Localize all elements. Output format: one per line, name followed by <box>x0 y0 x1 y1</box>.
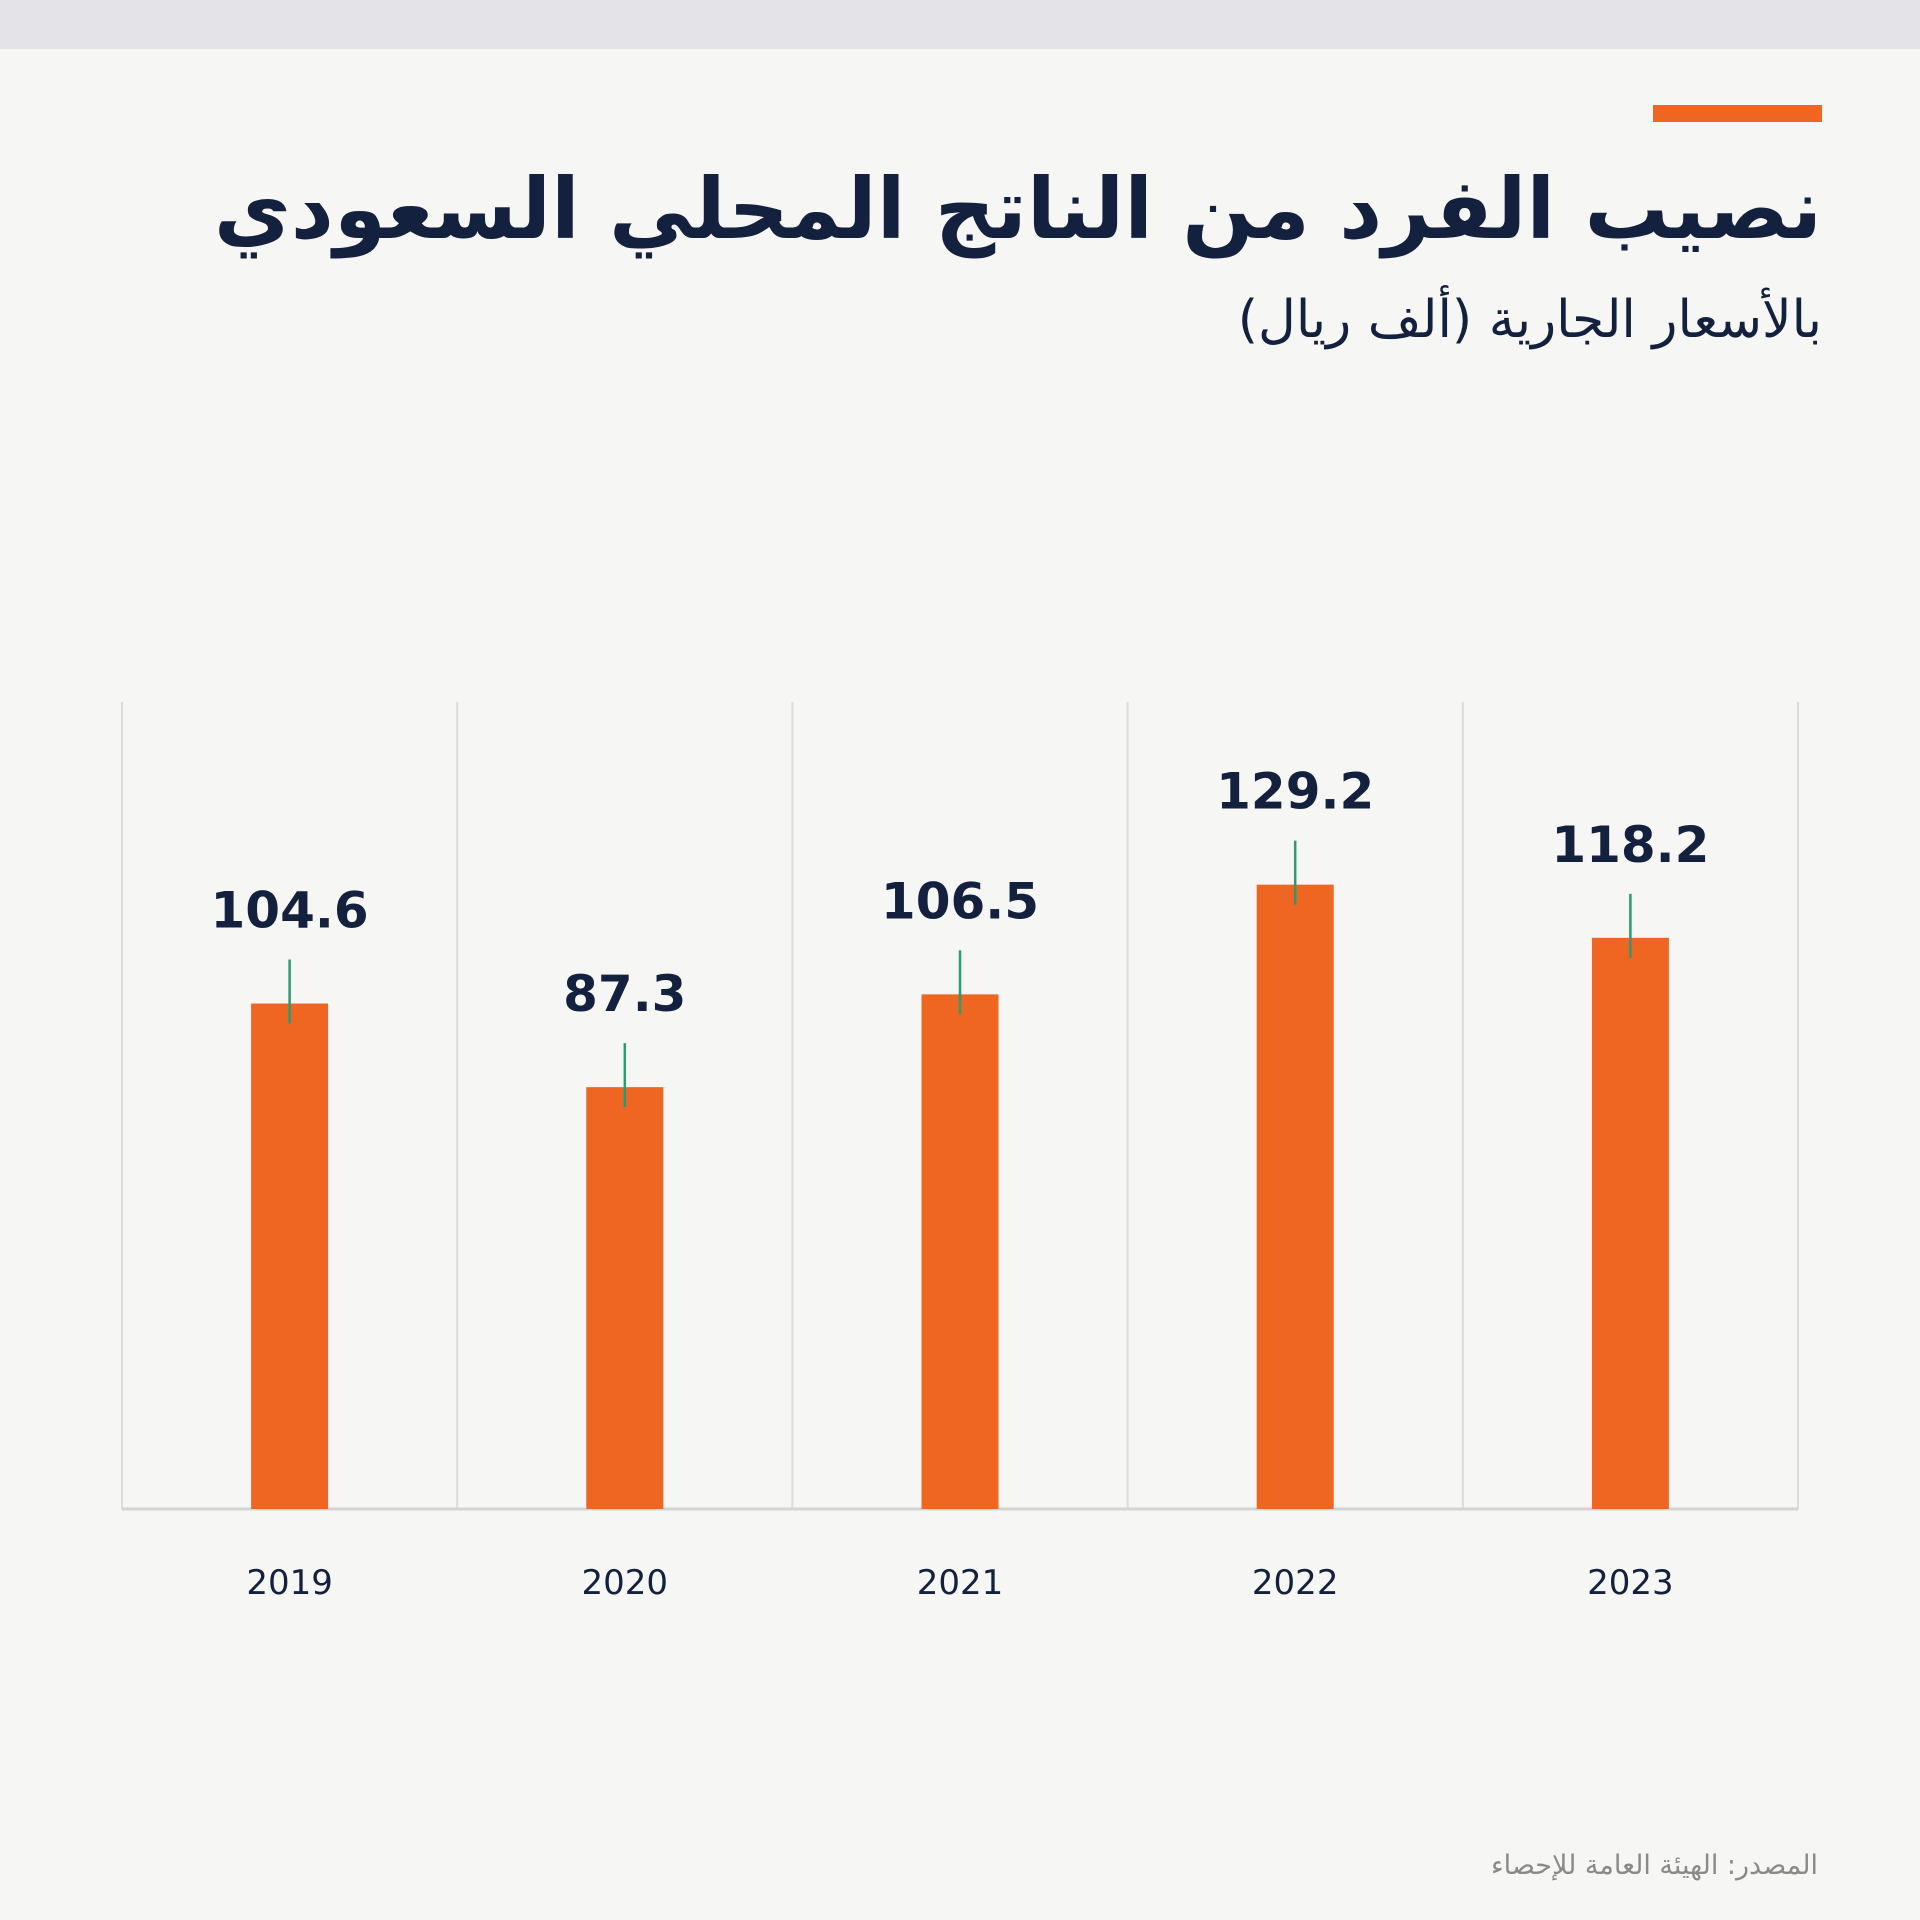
x-tick-label: 2019 <box>246 1563 333 1603</box>
data-label: 118.2 <box>1551 816 1709 874</box>
x-tick-label: 2020 <box>582 1563 669 1603</box>
data-label: 104.6 <box>211 882 369 940</box>
x-tick-label: 2023 <box>1587 1563 1674 1603</box>
bar-2022 <box>1256 884 1334 1509</box>
data-label: 106.5 <box>881 872 1039 930</box>
x-tick-label: 2022 <box>1252 1563 1339 1603</box>
top-bar <box>0 0 1920 49</box>
bar-2021 <box>921 994 999 1509</box>
data-label: 87.3 <box>563 965 686 1023</box>
chart-title: نصيب الفرد من الناتج المحلي السعودي <box>213 160 1822 258</box>
chart-subtitle: بالأسعار الجارية (ألف ريال) <box>1237 290 1822 350</box>
data-label: 129.2 <box>1216 763 1374 821</box>
bar-2020 <box>586 1087 664 1509</box>
source-note: المصدر: الهيئة العامة للإحصاء <box>1490 1850 1818 1881</box>
bar-2019 <box>251 1003 329 1509</box>
x-tick-label: 2021 <box>917 1563 1004 1603</box>
accent-bar <box>1653 105 1822 122</box>
bar-2023 <box>1591 937 1669 1509</box>
